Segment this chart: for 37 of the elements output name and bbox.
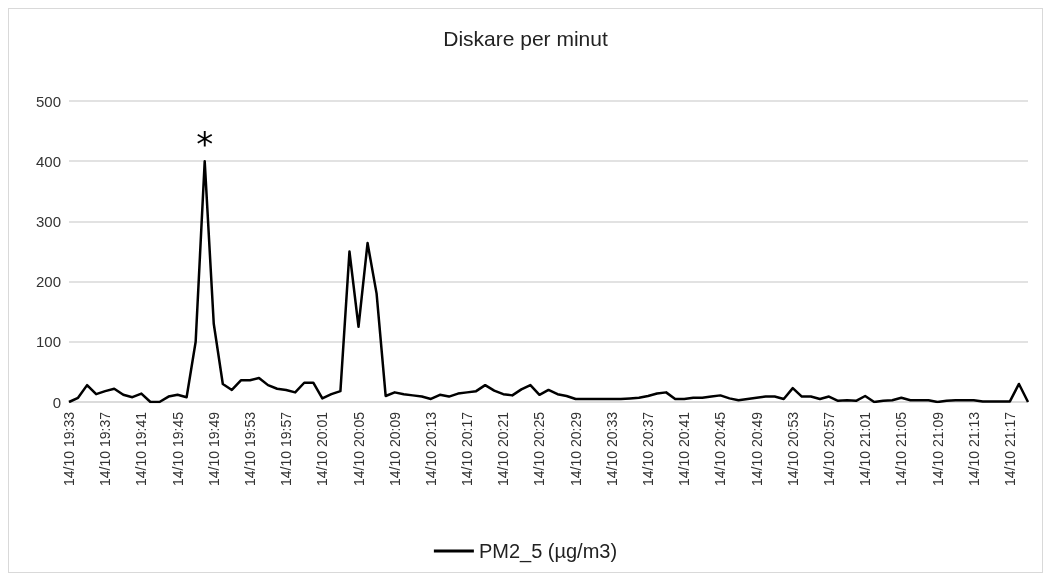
y-tick-label: 400: [35, 152, 61, 170]
x-tick-label: 14/10 20:57: [820, 411, 837, 486]
y-tick-label: 200: [35, 273, 61, 291]
x-tick-label: 14/10 21:01: [857, 411, 874, 486]
x-tick-label: 14/10 20:29: [567, 411, 584, 486]
x-tick-label: 14/10 20:33: [603, 411, 620, 486]
x-tick-label: 14/10 20:09: [386, 411, 403, 486]
x-tick-label: 14/10 19:37: [97, 411, 114, 486]
x-tick-label: 14/10 21:17: [1001, 411, 1018, 486]
x-tick-label: 14/10 20:13: [422, 411, 439, 486]
x-tick-label: 14/10 19:33: [61, 411, 77, 486]
chart-title: Diskare per minut: [443, 27, 608, 50]
x-tick-label: 14/10 20:49: [748, 411, 765, 486]
x-tick-label: 14/10 21:09: [929, 411, 946, 486]
annotation: *: [196, 123, 214, 164]
legend-label: PM2_5 (µg/m3): [478, 540, 618, 563]
x-tick-label: 14/10 21:05: [893, 411, 910, 486]
x-tick-label: 14/10 20:01: [314, 411, 331, 486]
x-tick-label: 14/10 20:05: [350, 411, 367, 486]
y-tick-label: 100: [35, 333, 61, 351]
x-tick-label: 14/10 20:25: [531, 411, 548, 486]
y-tick-label: 0: [52, 393, 61, 411]
x-tick-label: 14/10 20:17: [459, 411, 476, 486]
x-tick-label: 14/10 20:45: [712, 411, 729, 486]
x-tick-label: 14/10 20:37: [640, 411, 657, 486]
x-tick-label: 14/10 20:21: [495, 411, 512, 486]
x-tick-label: 14/10 19:53: [241, 411, 258, 486]
x-tick-label: 14/10 20:41: [676, 411, 693, 486]
x-tick-label: 14/10 21:13: [965, 411, 982, 486]
x-tick-label: 14/10 19:45: [169, 411, 186, 486]
y-tick-label: 500: [35, 92, 61, 110]
x-tick-label: 14/10 19:41: [133, 411, 150, 486]
x-tick-label: 14/10 19:49: [205, 411, 222, 486]
x-tick-label: 14/10 20:53: [784, 411, 801, 486]
y-tick-label: 300: [35, 212, 61, 230]
x-tick-label: 14/10 19:57: [278, 411, 295, 486]
line-series: [67, 159, 1030, 404]
